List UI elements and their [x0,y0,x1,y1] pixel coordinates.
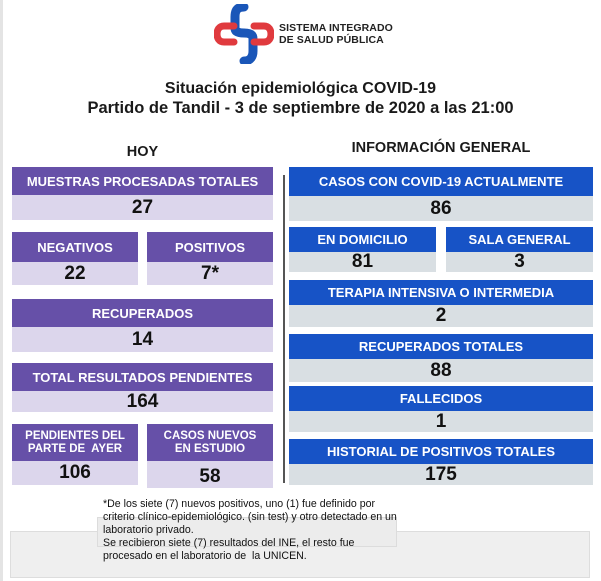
terapia-card: TERAPIA INTENSIVA O INTERMEDIA 2 [289,280,593,327]
casos-nuevos-label-line-2: EN ESTUDIO [174,442,246,455]
positivos-value: 7* [147,262,273,285]
muestras-value: 27 [12,195,273,220]
terapia-value: 2 [289,305,593,327]
domicilio-label: EN DOMICILIO [289,227,436,252]
positivos-card: POSITIVOS 7* [147,232,273,285]
pendientes-ayer-label-line-2: PARTE DE AYER [27,442,123,455]
logo-text: SISTEMA INTEGRADO DE SALUD PÚBLICA [279,22,393,46]
casos-nuevos-card: CASOS NUEVOS EN ESTUDIO 58 [147,424,273,488]
casos-actuales-card: CASOS CON COVID-19 ACTUALMENTE 86 [289,167,593,221]
fallecidos-card: FALLECIDOS 1 [289,386,593,432]
historial-label: HISTORIAL DE POSITIVOS TOTALES [289,439,593,464]
sala-general-card: SALA GENERAL 3 [446,227,593,272]
negativos-label: NEGATIVOS [12,232,138,262]
positivos-label: POSITIVOS [147,232,273,262]
domicilio-value: 81 [289,251,436,272]
negativos-card: NEGATIVOS 22 [12,232,138,285]
column-divider [283,175,285,483]
recuperados-card: RECUPERADOS 14 [12,299,273,352]
casos-actuales-label: CASOS CON COVID-19 ACTUALMENTE [289,167,593,196]
footnote-line: Se recibieron siete (7) resultados del I… [103,537,355,549]
recuperados-label: RECUPERADOS [12,299,273,327]
logo-line-2: DE SALUD PÚBLICA [279,34,384,46]
pendientes-ayer-card: PENDIENTES DEL PARTE DE AYER 106 [12,424,138,485]
footnote-line: criterio clínico-epidemiológico. (sin te… [103,511,397,523]
logo-line-1: SISTEMA INTEGRADO [279,22,393,34]
footnote-line: procesado en el laboratorio de la UNICEN… [103,550,307,562]
casos-actuales-value: 86 [289,196,593,221]
footnote-line: *De los siete (7) nuevos positivos, uno … [103,498,376,510]
terapia-label: TERAPIA INTENSIVA O INTERMEDIA [289,280,593,305]
muestras-card: MUESTRAS PROCESADAS TOTALES 27 [12,167,273,220]
casos-nuevos-label-line-1: CASOS NUEVOS [163,429,257,442]
hoy-heading: HOY [126,144,159,160]
historial-value: 175 [289,464,593,485]
historial-card: HISTORIAL DE POSITIVOS TOTALES 175 [289,439,593,485]
negativos-value: 22 [12,262,138,285]
sisp-cross-logo-icon [213,2,275,66]
domicilio-card: EN DOMICILIO 81 [289,227,436,272]
muestras-label: MUESTRAS PROCESADAS TOTALES [12,167,273,195]
footnote-box [97,517,397,547]
recuperados-totales-label: RECUPERADOS TOTALES [289,334,593,359]
footnote-line: laboratorio privado. [103,524,194,536]
pendientes-ayer-label: PENDIENTES DEL PARTE DE AYER [12,424,138,461]
pendientes-ayer-value: 106 [12,461,138,485]
footnote: *De los siete (7) nuevos positivos, uno … [103,498,463,563]
fallecidos-label: FALLECIDOS [289,386,593,411]
recuperados-totales-value: 88 [289,359,593,382]
fallecidos-value: 1 [289,411,593,432]
recuperados-value: 14 [12,327,273,352]
page-subtitle: Partido de Tandil - 3 de septiembre de 2… [87,99,514,117]
general-heading: INFORMACIÓN GENERAL [351,140,531,156]
sala-general-value: 3 [446,251,593,272]
casos-nuevos-label: CASOS NUEVOS EN ESTUDIO [147,424,273,461]
pendientes-label: TOTAL RESULTADOS PENDIENTES [12,363,273,391]
recuperados-totales-card: RECUPERADOS TOTALES 88 [289,334,593,382]
page-title: Situación epidemiológica COVID-19 [164,80,437,97]
frame-border [0,0,3,581]
casos-nuevos-value: 58 [147,461,273,488]
pendientes-card: TOTAL RESULTADOS PENDIENTES 164 [12,363,273,412]
sala-general-label: SALA GENERAL [446,227,593,252]
pendientes-ayer-label-line-1: PENDIENTES DEL [25,429,125,442]
pendientes-value: 164 [12,391,273,412]
